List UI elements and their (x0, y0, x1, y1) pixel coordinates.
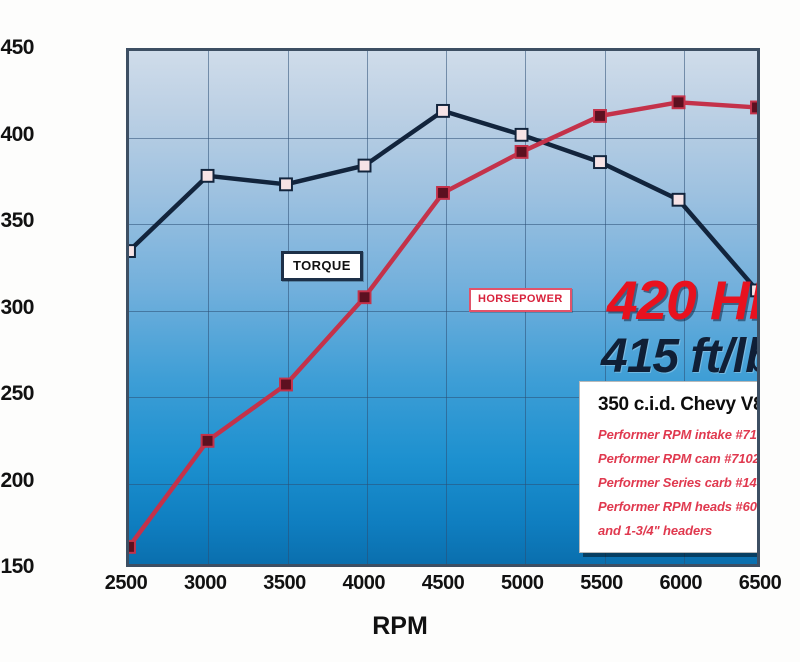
headline-peak-torque: 415 ft/lbs. (601, 330, 757, 383)
gridline-vertical (683, 51, 685, 564)
engine-spec-box: 350 c.i.d. Chevy V8 Performer RPM intake… (579, 381, 760, 553)
y-axis-tick-350: 350 (0, 209, 34, 232)
x-axis-tick-4500: 4500 (421, 572, 465, 594)
gridline-horizontal (129, 397, 757, 398)
gridline-vertical (604, 51, 606, 564)
x-axis-tick-5500: 5500 (580, 572, 623, 594)
data-point-torque-6500 (750, 283, 757, 298)
data-point-horsepower-3500 (279, 377, 293, 392)
x-axis-tick-6500: 6500 (738, 572, 782, 594)
curve-layer (129, 95, 757, 554)
series-label-torque: TORQUE (281, 251, 363, 281)
y-axis-tick-450: 450 (0, 36, 34, 59)
data-point-horsepower-6000 (671, 95, 686, 110)
y-axis-tick-400: 400 (0, 122, 34, 146)
data-point-torque-6000 (671, 192, 686, 207)
gridline-horizontal (129, 310, 757, 312)
gridline-horizontal (129, 224, 757, 225)
y-axis-tick-150: 150 (0, 555, 34, 578)
x-axis-tick-3500: 3500 (263, 572, 306, 594)
data-point-horsepower-2500 (129, 539, 136, 554)
x-axis-title: RPM (372, 612, 428, 640)
data-point-torque-4000 (357, 158, 372, 173)
data-point-horsepower-4500 (436, 186, 450, 200)
y-axis-tick-300: 300 (0, 295, 34, 319)
spec-line-2: Performer RPM cam #7102 (598, 451, 760, 466)
x-axis-tick-3000: 3000 (184, 572, 227, 594)
x-axis-tick-4000: 4000 (342, 572, 386, 594)
gridline-vertical (366, 51, 368, 564)
spec-box-lines: Performer RPM intake #7101 Performer RPM … (598, 427, 760, 538)
gridline-horizontal (129, 137, 757, 139)
data-point-horsepower-5000 (514, 145, 529, 159)
x-axis-tick-5000: 5000 (501, 572, 544, 594)
data-point-horsepower-6500 (750, 100, 757, 115)
x-axis-tick-2500: 2500 (104, 572, 148, 594)
gridline-horizontal (129, 483, 757, 485)
data-point-torque-2500 (129, 244, 136, 258)
data-point-horsepower-4000 (357, 290, 372, 305)
y-axis-tick-250: 250 (0, 382, 34, 405)
gridline-vertical (287, 51, 289, 564)
x-axis-tick-6000: 6000 (659, 572, 703, 594)
spec-line-1: Performer RPM intake #7101 (598, 427, 760, 442)
gridline-vertical (446, 51, 447, 564)
series-label-horsepower: HORSEPOWER (469, 288, 572, 312)
spec-line-4: Performer RPM heads #6073 (598, 499, 760, 514)
series-line-torque (129, 108, 757, 293)
plot-area: TORQUE HORSEPOWER 420 HP 415 ft/lbs. 350… (126, 48, 760, 567)
headline-peak-horsepower: 420 HP (607, 269, 757, 331)
spec-line-5: and 1-3/4" headers (598, 523, 713, 538)
spec-box-title: 350 c.i.d. Chevy V8 (598, 394, 760, 415)
gridline-vertical (208, 51, 210, 564)
data-point-torque-4500 (436, 103, 450, 118)
data-point-torque-5000 (514, 127, 529, 142)
data-point-torque-3500 (279, 177, 293, 192)
data-point-torque-3000 (200, 168, 215, 183)
y-axis-tick-200: 200 (0, 468, 34, 492)
data-point-torque-5500 (593, 155, 607, 170)
spec-line-3: Performer Series carb #1407 (598, 475, 760, 490)
data-point-horsepower-5500 (593, 109, 607, 123)
data-point-horsepower-3000 (200, 433, 215, 448)
